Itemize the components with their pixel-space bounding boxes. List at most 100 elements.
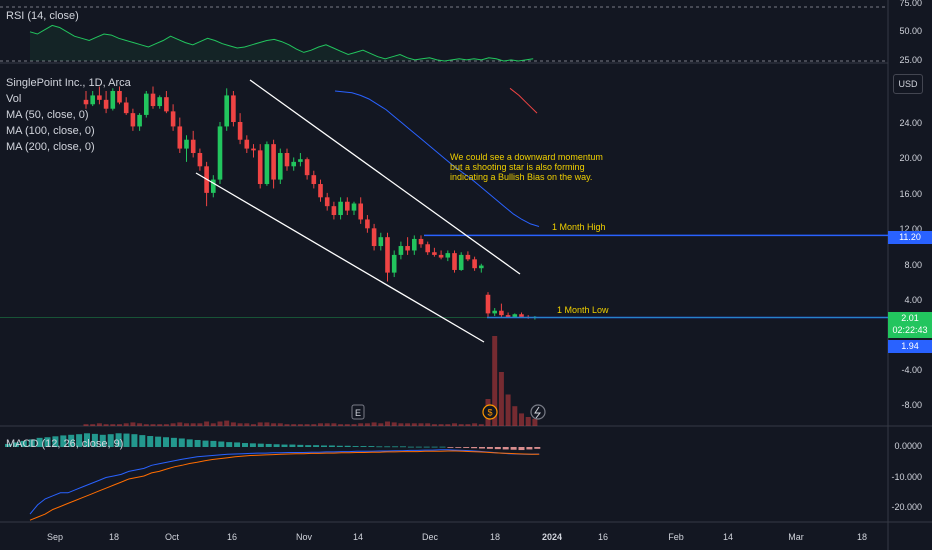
macd-histogram-bar (510, 447, 517, 450)
macd-histogram-bar (265, 443, 272, 447)
ma100-line (509, 87, 538, 114)
rsi-pane (0, 6, 888, 62)
annotation-line: indicating a Bullish Bias on the way. (450, 172, 593, 182)
macd-legend[interactable]: MACD (12, 26, close, 9) (6, 436, 123, 452)
candle-body (278, 153, 283, 180)
main-legend[interactable]: SinglePoint Inc., 1D, Arca Vol MA (50, c… (6, 75, 131, 155)
price-tick: -8.00 (901, 400, 922, 410)
x-tick: 2024 (541, 532, 563, 542)
candle-body (251, 148, 256, 151)
x-tick: Sep (46, 532, 64, 542)
candle-body (418, 238, 424, 245)
volume-bar (385, 421, 390, 426)
candle-body (177, 126, 183, 149)
macd-histogram-bar (147, 436, 154, 447)
volume-bar (251, 424, 256, 426)
volume-bar (525, 417, 531, 426)
volume-bar (452, 423, 457, 426)
volume-bar (431, 424, 437, 426)
volume-bar (532, 418, 538, 426)
macd-histogram-bar (76, 434, 83, 447)
volume-bar (465, 424, 471, 426)
x-tick: 16 (226, 532, 238, 542)
x-tick: 16 (597, 532, 609, 542)
volume-bar (210, 423, 216, 426)
volume-bar (143, 424, 149, 426)
volume-bar (311, 424, 317, 426)
macd-histogram-bar (202, 440, 209, 447)
macd-histogram-bar (384, 446, 391, 448)
x-tick: Oct (164, 532, 180, 542)
candle-body (378, 237, 384, 247)
volume-bar (338, 424, 344, 426)
month-low-tag: 1.94 (888, 340, 932, 353)
candle-body (492, 310, 497, 314)
x-tick: Nov (295, 532, 313, 542)
macd-histogram-bar (479, 447, 485, 449)
macd-histogram-bar (455, 447, 462, 448)
levels (0, 234, 888, 319)
rsi-legend[interactable]: RSI (14, close) (6, 8, 79, 24)
volume-bar (331, 423, 337, 426)
macd-histogram-bar (163, 437, 169, 447)
volume-bar (96, 423, 102, 426)
candles (83, 86, 538, 320)
volume-bar (478, 424, 484, 426)
x-tick: 18 (856, 532, 868, 542)
macd-tick: 0.0000 (894, 441, 922, 451)
macd-histogram-bar (170, 437, 177, 447)
candle-body (304, 159, 310, 176)
macd-histogram-bar (297, 444, 304, 447)
macd-histogram-bar (439, 446, 446, 448)
volume-bar (472, 423, 478, 426)
ma50-legend: MA (50, close, 0) (6, 109, 89, 121)
candle-body (190, 139, 196, 154)
volume-bar (291, 424, 297, 426)
dividend-marker-label: $ (487, 408, 492, 418)
macd-histogram-bar (242, 443, 248, 447)
volume-bar (123, 423, 129, 426)
currency-button[interactable]: USD (893, 74, 923, 94)
annotation-line: We could see a downward momentum (450, 152, 603, 162)
volume-bar (498, 372, 504, 426)
price-tick: 24.00 (899, 118, 922, 128)
candle-body (97, 95, 102, 100)
volume-bar (344, 424, 350, 426)
candle-body (458, 254, 464, 270)
candle-body (150, 93, 156, 107)
macd-histogram-bar (431, 446, 438, 448)
lightning-icon (534, 406, 542, 419)
macd-histogram-bar (376, 446, 383, 448)
candle-body (345, 201, 350, 211)
macd-histogram-bar (60, 435, 67, 447)
volume-bar (277, 423, 283, 426)
volume-bar (438, 424, 444, 426)
candle-body (519, 314, 524, 317)
macd-histogram-bar (194, 439, 201, 447)
volume-bar (163, 424, 169, 426)
candle-body (211, 179, 216, 193)
volume-bar (378, 423, 384, 426)
volume-bar (418, 423, 424, 426)
month-low-label: 1 Month Low (557, 305, 609, 315)
candle-body (264, 144, 270, 185)
x-tick: Mar (788, 532, 804, 542)
volume-bar (237, 423, 243, 426)
candle-body (83, 99, 89, 105)
countdown: 02:22:43 (892, 325, 928, 335)
macd-histogram-bar (123, 433, 130, 447)
volume-bar (230, 422, 236, 426)
macd-histogram-bar (12, 442, 19, 447)
candle-body (331, 206, 337, 216)
macd-histogram-bar (249, 443, 256, 447)
ma200-legend: MA (200, close, 0) (6, 141, 95, 153)
candle-body (157, 97, 162, 107)
annotation-text[interactable]: We could see a downward momentum but a s… (450, 152, 603, 182)
candle-body (438, 254, 444, 258)
candle-body (117, 90, 122, 103)
candle-body (164, 97, 169, 112)
macd-histogram-bar (218, 441, 225, 447)
candle-body (244, 139, 250, 149)
